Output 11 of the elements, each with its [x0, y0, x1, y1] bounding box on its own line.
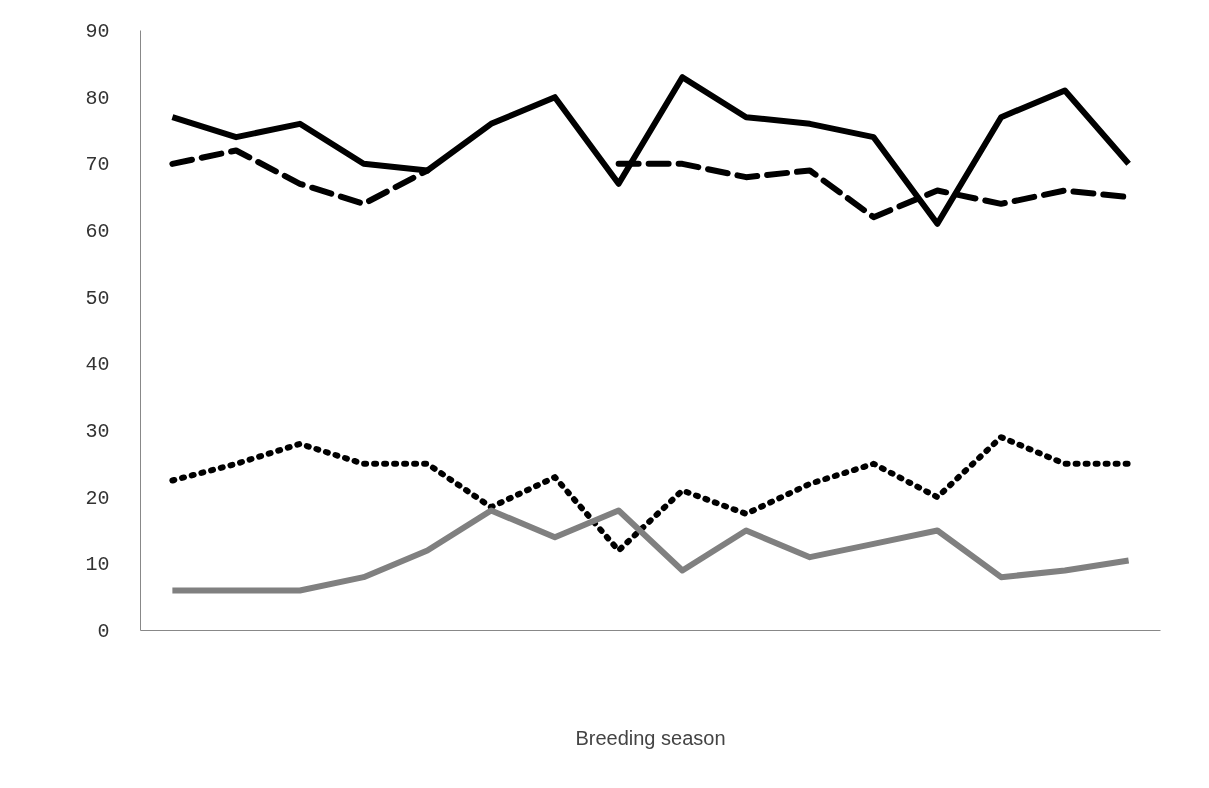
y-tick-label: 20	[85, 486, 110, 510]
y-tick-label: 50	[85, 286, 110, 310]
y-tick-label: 90	[85, 20, 110, 43]
y-tick-label: 0	[97, 620, 110, 643]
y-tick-label: 40	[85, 353, 110, 377]
y-tick-label: 80	[85, 86, 110, 110]
y-tick-label: 60	[85, 220, 110, 243]
y-tick-label: 30	[85, 420, 110, 443]
y-tick-label: 10	[85, 553, 110, 577]
y-tick-label: 70	[85, 153, 110, 177]
x-axis-title: Breeding season	[575, 726, 726, 749]
